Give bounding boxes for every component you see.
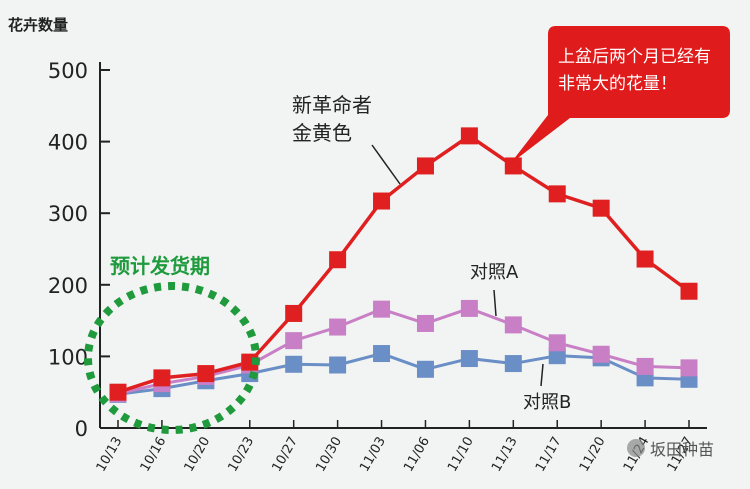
series-label-new-revolutionary: 新革命者金黄色 <box>292 93 372 145</box>
series-0-marker <box>416 157 434 175</box>
wechat-icon <box>627 439 645 457</box>
x-tick-labels: 10/13 10/16 10/20 10/23 10/27 10/30 11/03 11/06… <box>94 435 697 475</box>
series-0-marker <box>197 365 215 383</box>
x-tick-label: 10/13 <box>94 435 126 475</box>
series-0-marker <box>680 282 698 300</box>
series-2-marker <box>329 356 347 374</box>
series-2-marker <box>416 360 434 378</box>
series-labels: 新革命者金黄色 对照A 对照B <box>292 93 571 413</box>
series-0-marker <box>504 157 522 175</box>
series-1-marker <box>548 334 566 352</box>
series-1-marker <box>504 316 522 334</box>
series-1-marker <box>636 357 654 375</box>
series-label-a-pointer <box>493 289 497 317</box>
x-tick-label: 10/16 <box>138 435 170 475</box>
series-1-marker <box>680 359 698 377</box>
series-0-marker <box>329 251 347 269</box>
y-tick-label: 400 <box>48 131 88 155</box>
x-tick-label: 11/03 <box>357 435 389 475</box>
y-tick-label: 500 <box>48 59 88 83</box>
y-tick-label: 0 <box>75 417 88 441</box>
callout-shape <box>510 26 730 164</box>
series-label-control-a: 对照A <box>470 262 519 283</box>
callout-bubble: 上盆后两个月已经有非常大的花量！ <box>510 26 730 164</box>
series-0-marker <box>548 185 566 203</box>
x-tick-label: 10/27 <box>269 435 301 475</box>
y-axis-title: 花卉数量 <box>8 16 68 34</box>
x-tick-label: 11/06 <box>401 435 433 475</box>
series-1-marker <box>416 314 434 332</box>
series-0-marker <box>241 353 259 371</box>
axes <box>99 62 707 429</box>
text-line: 上盆后两个月已经有 <box>558 47 711 67</box>
series-2-marker <box>373 345 391 363</box>
x-tick-label: 11/17 <box>533 435 565 475</box>
series-0-marker <box>373 192 391 210</box>
text-line: 新革命者 <box>292 93 372 117</box>
y-tick-label: 300 <box>48 202 88 226</box>
watermark: 坂田种苗 <box>627 439 714 459</box>
text-line: 非常大的花量！ <box>558 74 677 94</box>
x-tick-label: 11/20 <box>577 435 609 475</box>
series-1-marker <box>460 299 478 317</box>
x-tick-label: 10/23 <box>226 435 258 475</box>
series-0-marker <box>592 199 610 217</box>
x-tick-label: 11/13 <box>489 435 521 475</box>
x-tick-label: 10/30 <box>313 435 345 475</box>
y-tick-label: 200 <box>48 274 88 298</box>
series-0-marker <box>109 383 127 401</box>
callout-text: 上盆后两个月已经有非常大的花量！ <box>558 47 711 94</box>
x-tick-label: 11/10 <box>445 435 477 475</box>
shipping-period-annotation: 预计发货期 <box>84 254 260 434</box>
series-2-marker <box>285 355 303 373</box>
series-0-marker <box>153 369 171 387</box>
series-1-marker <box>373 300 391 318</box>
series-2-marker <box>504 355 522 373</box>
y-tick-labels: 0 100 200 300 400 500 <box>48 59 88 441</box>
series-0-marker <box>285 304 303 322</box>
series-0-marker <box>460 127 478 145</box>
series-1-marker <box>285 332 303 350</box>
x-tick-label: 10/20 <box>182 435 214 475</box>
shipping-period-ring <box>84 282 260 434</box>
series-label-b-pointer <box>540 363 544 387</box>
series-1-marker <box>592 345 610 363</box>
series-2-marker <box>460 350 478 368</box>
series-2-marker <box>548 347 566 365</box>
series-0-marker <box>636 250 654 268</box>
series-label-control-b: 对照B <box>523 392 571 413</box>
y-tick-label: 100 <box>48 345 88 369</box>
series-1-marker <box>329 318 347 336</box>
watermark-text: 坂田种苗 <box>650 440 714 459</box>
text-line: 金黄色 <box>292 121 352 145</box>
series-label-pointer <box>371 144 401 185</box>
shipping-period-label: 预计发货期 <box>110 254 210 278</box>
